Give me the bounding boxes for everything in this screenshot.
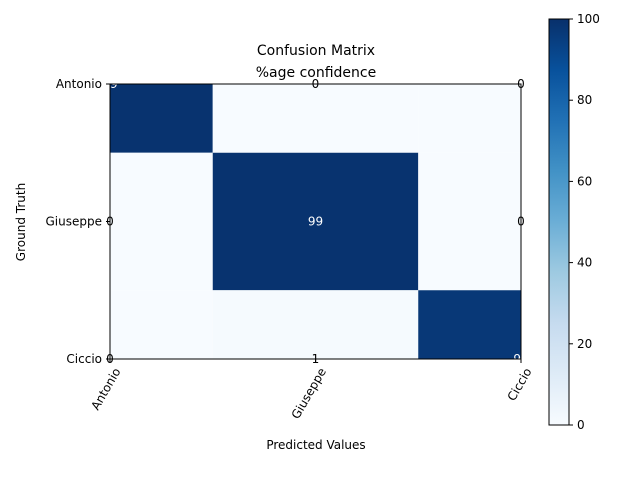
heatmap-cell xyxy=(212,84,419,153)
x-axis-label: Predicted Values xyxy=(266,438,365,452)
colorbar-tick-label: 60 xyxy=(577,174,592,188)
heatmap-cell xyxy=(418,84,521,153)
y-tick-label: Ciccio xyxy=(66,352,102,366)
chart-title: Confusion Matrix xyxy=(257,43,375,59)
colorbar-tick-label: 100 xyxy=(577,12,600,26)
heatmap-cell xyxy=(110,84,213,153)
heatmap-cell xyxy=(110,152,213,291)
heatmap-cell xyxy=(418,290,521,359)
colorbar xyxy=(548,18,570,426)
heatmap-cell xyxy=(110,290,213,359)
heatmap-cells xyxy=(110,84,521,359)
x-tick-label: Giuseppe xyxy=(289,366,329,422)
colorbar-ticks: 0 20 40 60 80 100 xyxy=(569,12,600,432)
colorbar-tick-label: 20 xyxy=(577,337,592,351)
heatmap-cell xyxy=(212,290,419,359)
colorbar-tick-label: 40 xyxy=(577,256,592,270)
y-tick-label: Giuseppe xyxy=(46,215,103,229)
colorbar-tick-label: 80 xyxy=(577,93,592,107)
y-axis-ticks: Antonio Giuseppe Ciccio xyxy=(46,77,110,366)
x-tick-label: Antonio xyxy=(88,366,123,413)
heatmap-cell xyxy=(418,152,521,291)
y-axis-label: Ground Truth xyxy=(14,183,28,261)
heatmap-cell xyxy=(212,152,419,291)
colorbar-tick-label: 0 xyxy=(577,418,585,432)
cell-value-label: 99 xyxy=(308,215,323,229)
x-axis-ticks: Antonio Giuseppe Ciccio xyxy=(88,359,535,422)
y-tick-label: Antonio xyxy=(56,77,102,91)
x-tick-label: Ciccio xyxy=(505,366,535,404)
chart-subtitle: %age confidence xyxy=(256,65,376,81)
